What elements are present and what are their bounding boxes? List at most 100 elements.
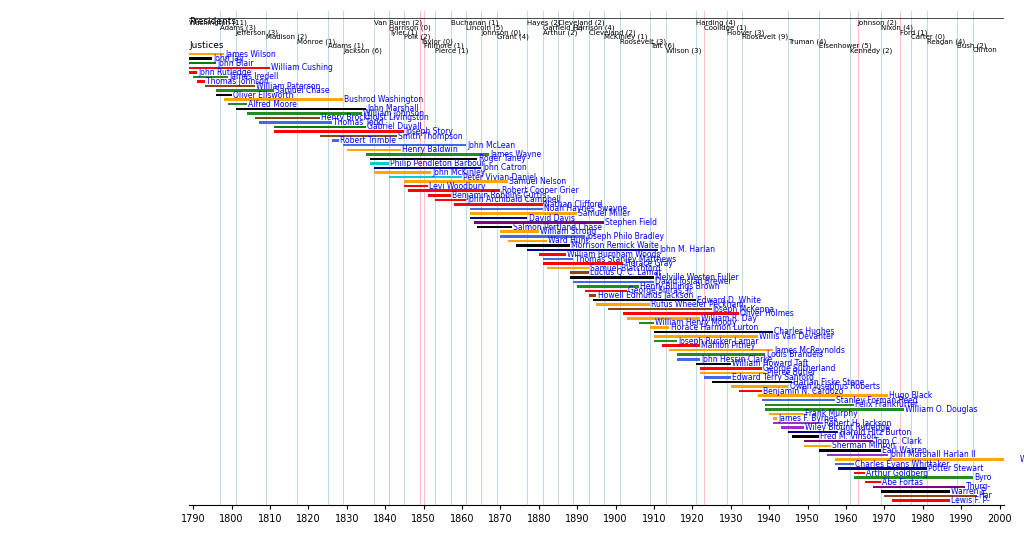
Bar [569,272,589,274]
Bar [804,440,872,443]
Text: Oliver Holmes: Oliver Holmes [739,309,794,318]
Bar [347,149,400,151]
Text: Grant (4): Grant (4) [497,34,528,40]
Bar [854,472,865,475]
Text: Robert H. Jackson: Robert H. Jackson [824,419,892,427]
Text: Fred M. Vinson: Fred M. Vinson [820,432,877,441]
Text: Monroe (1): Monroe (1) [297,38,335,45]
Text: John McLean: John McLean [467,141,515,150]
Text: William R. Day: William R. Day [701,314,757,323]
Text: Howell Edmunds Jackson: Howell Edmunds Jackson [598,291,693,300]
Text: Truman (4): Truman (4) [788,38,826,45]
Text: Tyler (1): Tyler (1) [389,29,418,36]
Bar [677,353,765,356]
Text: Lewis F. P-: Lewis F. P- [951,496,989,505]
Text: Willis Van Devanter: Willis Van Devanter [759,332,834,341]
Bar [865,481,881,483]
Text: Philip Pendleton Barbour: Philip Pendleton Barbour [390,159,485,168]
Text: Harold Hitz Burton: Harold Hitz Burton [840,428,910,437]
Text: Harlan Fiske Stone: Harlan Fiske Stone [794,377,865,387]
Text: Benjamin N. Cardozo: Benjamin N. Cardozo [763,387,843,396]
Text: Johnson (2): Johnson (2) [857,20,897,27]
Bar [596,304,650,306]
Text: John Hessin Clarke: John Hessin Clarke [701,355,772,364]
Text: Samuel Nelson: Samuel Nelson [509,177,566,186]
Text: William Strong: William Strong [540,227,596,236]
Text: Mahlon Pitney: Mahlon Pitney [701,341,756,350]
Text: Henry Baldwin: Henry Baldwin [401,146,458,154]
Text: James F. Byrnes: James F. Byrnes [778,414,838,423]
Text: Madison (2): Madison (2) [266,34,307,40]
Text: Coolidge (1): Coolidge (1) [703,24,746,31]
Text: Oliver Ellsworth: Oliver Ellsworth [232,91,293,99]
Text: John Rutledge: John Rutledge [199,68,252,77]
Bar [765,408,903,411]
Bar [374,171,431,174]
Text: William Howard Taft: William Howard Taft [732,359,809,368]
Bar [189,58,212,60]
Text: Thurg-: Thurg- [967,482,991,491]
Text: Harding (4): Harding (4) [696,20,736,27]
Text: John Marshall Harlan II: John Marshall Harlan II [890,450,976,459]
Text: William Johnson: William Johnson [364,109,424,118]
Bar [654,340,677,342]
Text: Nixon (4): Nixon (4) [881,24,912,31]
Text: Owen Josephus Roberts: Owen Josephus Roberts [790,382,880,391]
Bar [404,185,427,187]
Bar [892,499,949,502]
Bar [573,281,654,283]
Text: Charles Hughes: Charles Hughes [774,327,835,337]
Bar [227,103,247,105]
Bar [366,153,488,156]
Bar [189,71,197,74]
Text: Hugo Black: Hugo Black [890,391,933,400]
Text: Robert Cooper Grier: Robert Cooper Grier [502,186,579,195]
Bar [731,386,788,388]
Text: Harrison (0): Harrison (0) [389,24,431,31]
Bar [205,85,255,87]
Bar [700,367,762,370]
Bar [332,140,339,142]
Text: Roosevelt (3): Roosevelt (3) [620,38,666,45]
Text: Reagan (4): Reagan (4) [927,38,965,45]
Text: Har: Har [978,491,991,501]
Bar [839,468,927,470]
Text: Carter (0): Carter (0) [911,34,945,40]
Text: Jackson (6): Jackson (6) [343,47,382,54]
Text: Thomas Stanley Matthews: Thomas Stanley Matthews [574,255,676,263]
Text: Stanley Forman Reed: Stanley Forman Reed [836,396,918,405]
Text: Louis Brandeis: Louis Brandeis [767,350,822,359]
Text: Lucius Q. C. Lamar: Lucius Q. C. Lamar [590,268,662,277]
Text: Charles Evans Whittaker: Charles Evans Whittaker [855,459,949,469]
Text: Tom C. Clark: Tom C. Clark [874,437,922,446]
Bar [427,194,451,197]
Bar [501,230,539,233]
Text: Kennedy (2): Kennedy (2) [850,47,892,54]
Bar [762,399,835,401]
Bar [881,490,949,493]
Bar [470,212,578,215]
Bar [516,244,569,247]
Bar [854,476,973,479]
Bar [319,135,396,137]
Bar [543,258,573,260]
Bar [639,321,654,324]
Text: Garfield (1): Garfield (1) [543,24,583,31]
Text: John Jay: John Jay [214,54,244,63]
Bar [409,190,501,192]
Text: John McKinley: John McKinley [432,168,485,177]
Bar [569,276,654,279]
Text: Felix Frankfurter: Felix Frankfurter [855,400,919,409]
Text: John Catron: John Catron [482,163,527,173]
Text: Nathan Clifford: Nathan Clifford [544,200,602,209]
Bar [197,80,205,83]
Bar [370,157,477,160]
Bar [374,167,481,169]
Text: Taylor (0): Taylor (0) [420,38,453,45]
Bar [826,453,888,456]
Bar [712,381,793,383]
Text: David Davis: David Davis [528,213,574,223]
Bar [501,235,585,237]
Bar [470,208,543,210]
Text: James McReynolds: James McReynolds [774,346,845,355]
